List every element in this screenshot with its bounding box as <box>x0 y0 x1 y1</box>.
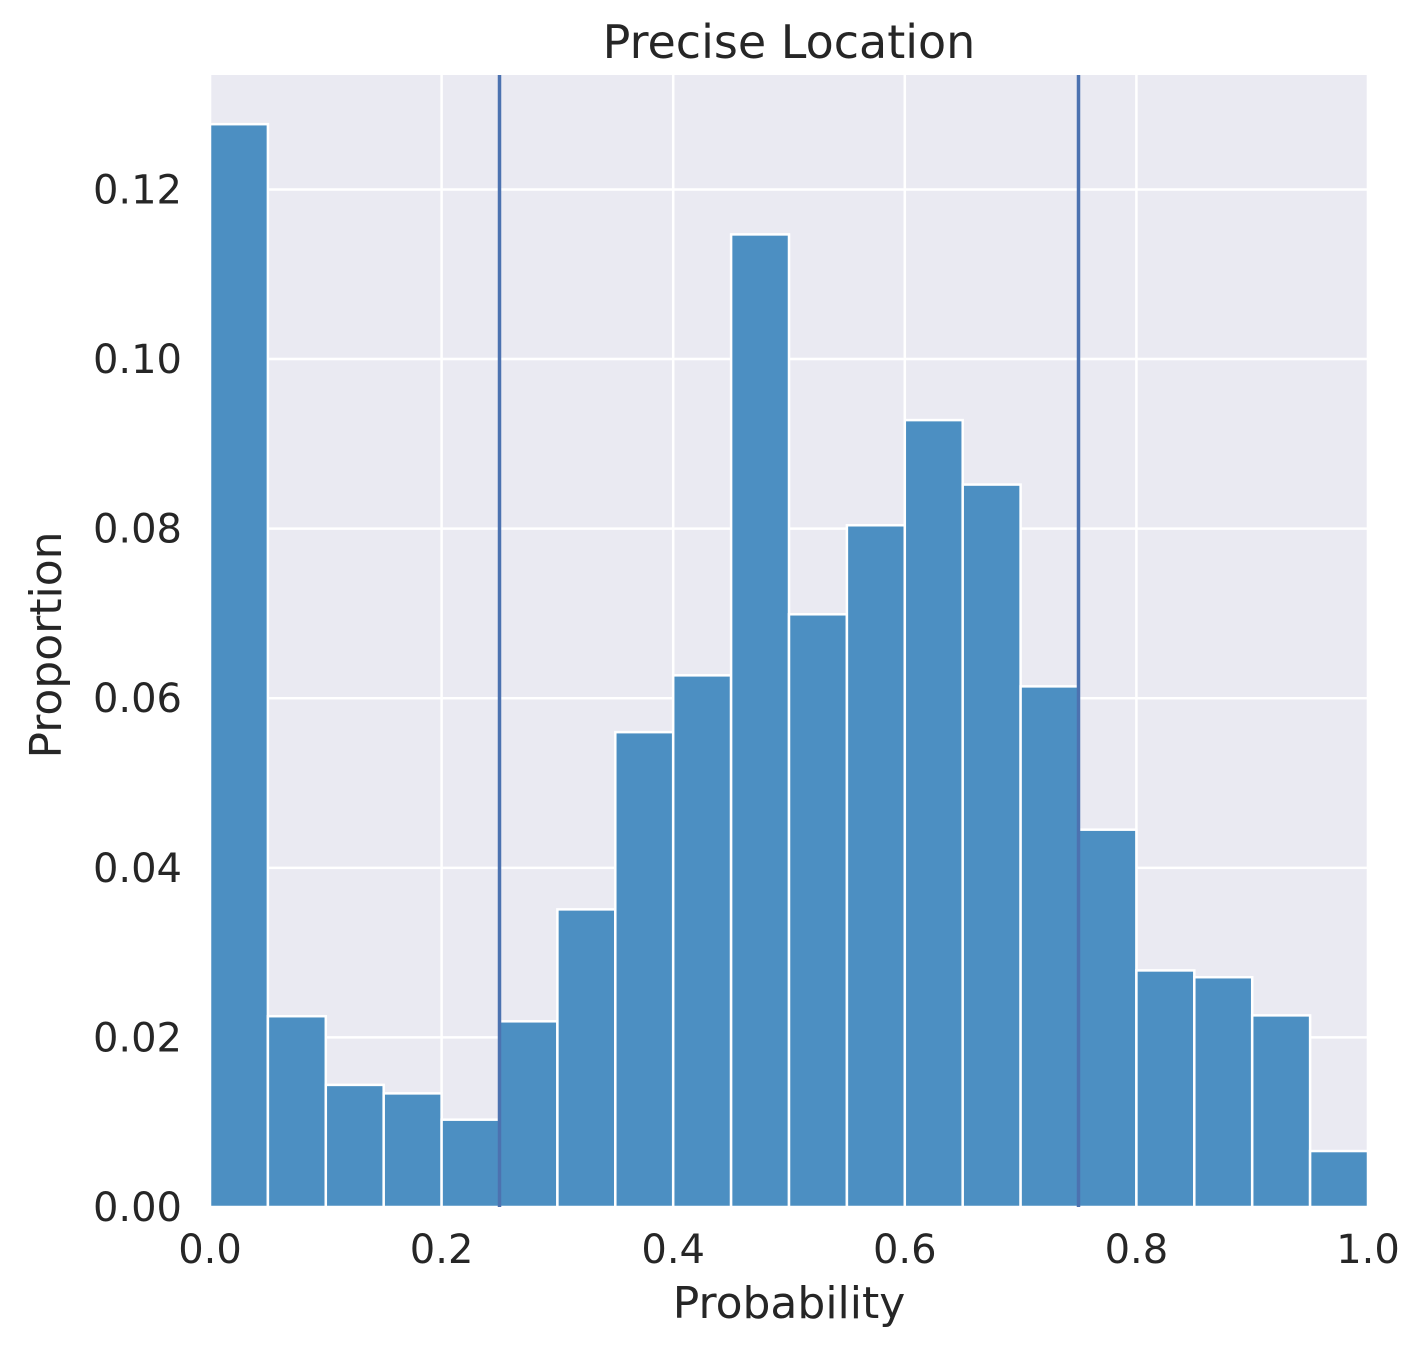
histogram-bars <box>208 122 1370 1209</box>
histogram-bar <box>903 418 964 1209</box>
histogram-bar <box>961 483 1022 1209</box>
histogram-bar <box>1193 975 1254 1209</box>
histogram-bar <box>729 233 791 1209</box>
histogram-bar <box>1077 828 1138 1209</box>
x-tick-label: 0.2 <box>410 1227 474 1273</box>
y-axis-label: Proportion <box>21 531 72 758</box>
histogram-bar <box>787 613 849 1209</box>
histogram-bar <box>1250 1014 1312 1209</box>
reference-lines <box>497 75 1081 1207</box>
histogram-bar <box>208 122 270 1209</box>
histogram-bar <box>266 1014 328 1209</box>
histogram-bar <box>1019 685 1080 1209</box>
histogram-bar <box>440 1118 501 1209</box>
y-tick-label: 0.00 <box>93 1185 182 1231</box>
histogram-bar <box>845 524 907 1209</box>
x-tick-label: 0.8 <box>1105 1227 1169 1273</box>
histogram-bar <box>614 730 675 1209</box>
x-axis-label: Probability <box>673 1278 906 1329</box>
x-tick-labels: 0.0 0.2 0.4 0.6 0.8 1.0 <box>178 1227 1400 1273</box>
y-tick-label: 0.12 <box>93 167 182 213</box>
x-tick-label: 0.0 <box>178 1227 242 1273</box>
y-tick-label: 0.02 <box>93 1015 182 1061</box>
x-tick-label: 0.4 <box>641 1227 705 1273</box>
x-tick-label: 1.0 <box>1336 1227 1400 1273</box>
histogram-bar <box>324 1083 385 1209</box>
histogram-bar <box>382 1092 443 1209</box>
histogram-bar <box>671 674 733 1209</box>
histogram-bar <box>1308 1149 1370 1209</box>
y-tick-label: 0.06 <box>93 676 182 722</box>
y-tick-label: 0.04 <box>93 846 182 892</box>
histogram-bar <box>556 908 617 1209</box>
histogram-bar <box>498 1020 559 1209</box>
chart-title: Precise Location <box>603 15 976 69</box>
y-tick-labels: 0.00 0.02 0.04 0.06 0.08 0.10 0.12 <box>93 167 182 1231</box>
y-tick-label: 0.08 <box>93 507 182 553</box>
y-tick-label: 0.10 <box>93 337 182 383</box>
histogram-bar <box>1135 969 1196 1209</box>
x-tick-label: 0.6 <box>873 1227 937 1273</box>
